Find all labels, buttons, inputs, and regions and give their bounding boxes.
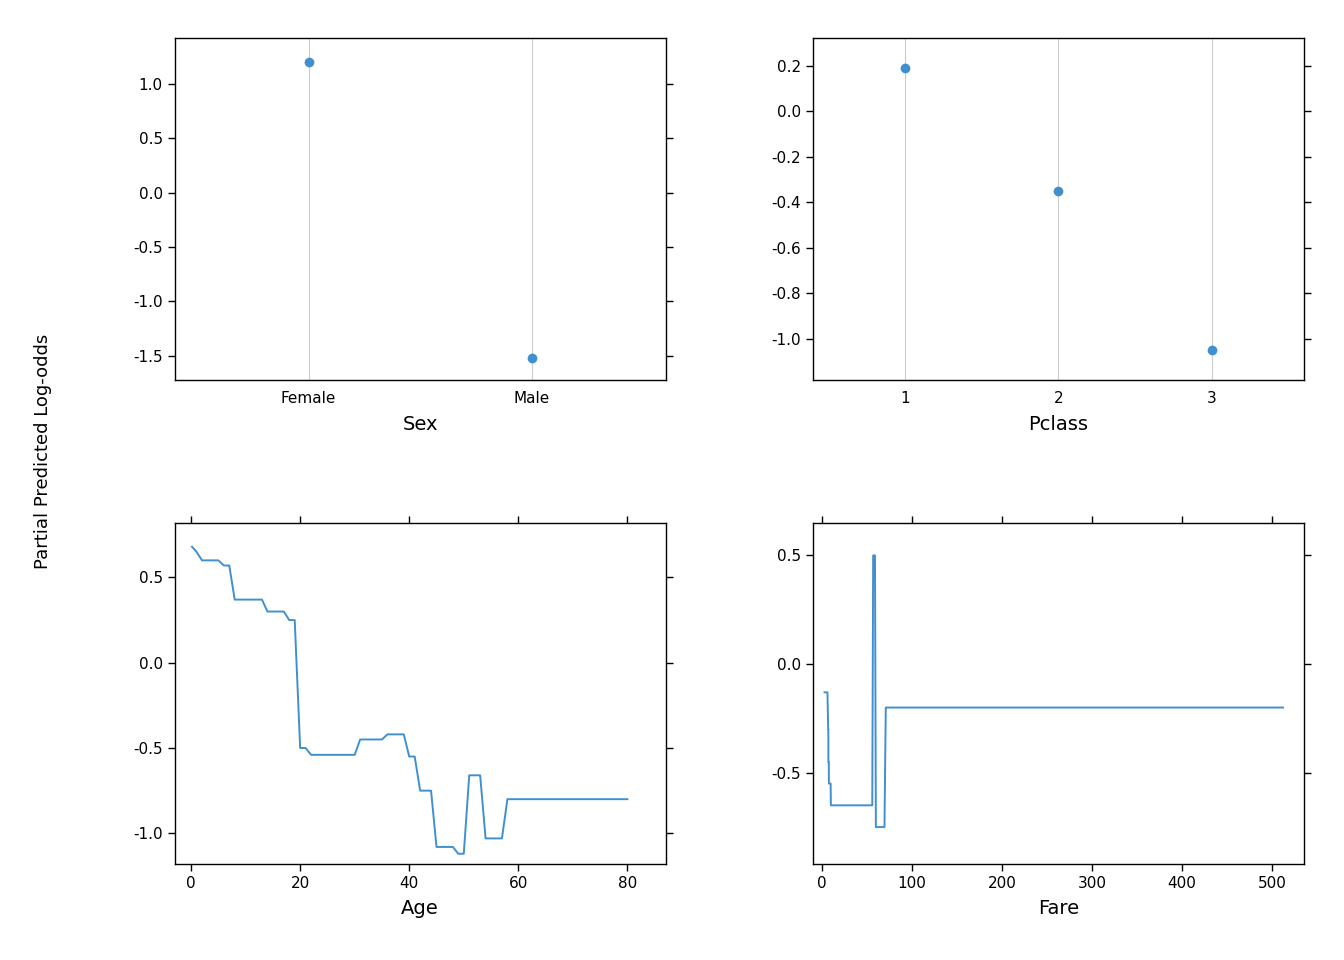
X-axis label: Age: Age xyxy=(402,900,439,918)
X-axis label: Sex: Sex xyxy=(402,415,438,434)
X-axis label: Fare: Fare xyxy=(1038,900,1079,918)
X-axis label: Pclass: Pclass xyxy=(1028,415,1089,434)
Text: Partial Predicted Log-odds: Partial Predicted Log-odds xyxy=(34,333,52,569)
